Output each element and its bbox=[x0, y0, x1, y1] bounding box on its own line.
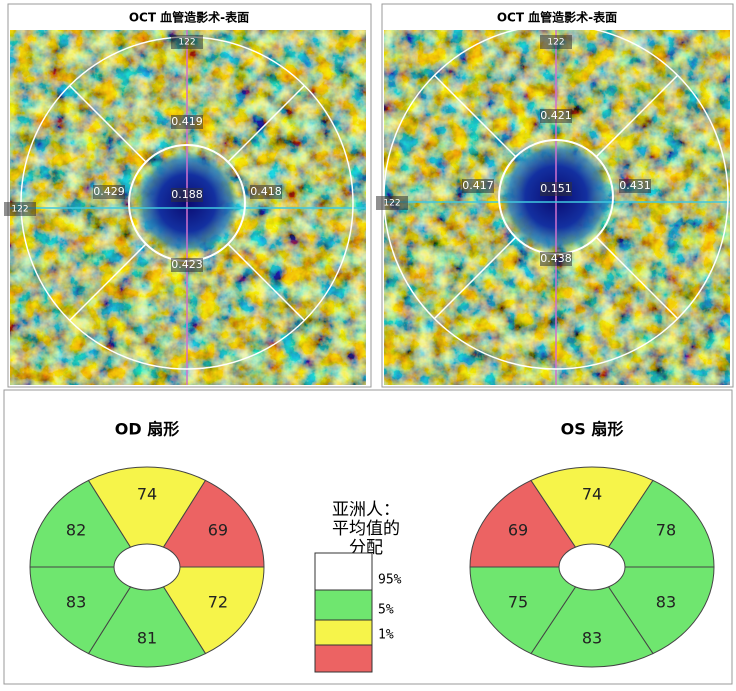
sector bbox=[469, 566, 577, 655]
value-label: 122 bbox=[383, 199, 400, 209]
sector bbox=[29, 479, 132, 568]
sector-line bbox=[595, 236, 679, 320]
value-label: 0.438 bbox=[540, 252, 572, 265]
label-bg bbox=[376, 196, 408, 210]
legend-swatch bbox=[314, 552, 373, 591]
sector-line bbox=[227, 85, 305, 163]
label-bg bbox=[171, 115, 203, 129]
label-bg bbox=[171, 35, 203, 49]
sector-value: 83 bbox=[66, 593, 86, 612]
label-bg bbox=[540, 109, 572, 123]
sector bbox=[469, 479, 577, 568]
value-label: 0.431 bbox=[619, 179, 651, 192]
sector-line bbox=[69, 243, 147, 321]
sector-value: 83 bbox=[582, 629, 602, 648]
sector-value: 78 bbox=[656, 521, 676, 540]
label-bg bbox=[171, 188, 203, 202]
legend-label: 1% bbox=[378, 628, 394, 643]
sector-line bbox=[433, 74, 517, 158]
value-label: 122 bbox=[11, 205, 28, 215]
grid-circle bbox=[384, 30, 729, 370]
sector bbox=[530, 466, 654, 548]
legend-label: 95% bbox=[378, 573, 402, 588]
sector-value: 81 bbox=[137, 629, 157, 648]
legend-swatch bbox=[314, 619, 373, 646]
label-bg bbox=[540, 35, 572, 49]
sector bbox=[530, 586, 654, 668]
sector bbox=[607, 566, 715, 655]
sector bbox=[607, 479, 715, 568]
value-label: 0.421 bbox=[540, 109, 572, 122]
sector-title: OS 扇形 bbox=[561, 420, 624, 439]
sector-value: 82 bbox=[66, 521, 86, 540]
label-bg bbox=[93, 185, 125, 199]
angio-overlay bbox=[384, 30, 730, 385]
label-bg bbox=[171, 258, 203, 272]
panel-title: OCT 血管造影术-表面 bbox=[129, 10, 249, 25]
label-bg bbox=[4, 202, 36, 216]
sector-line bbox=[595, 74, 679, 158]
sector bbox=[29, 566, 132, 655]
value-label: 0.429 bbox=[93, 185, 125, 198]
sector-line bbox=[227, 243, 305, 321]
legend-title: 亚洲人： bbox=[332, 500, 400, 520]
value-label: 122 bbox=[178, 38, 195, 48]
sector bbox=[87, 466, 207, 548]
value-label: 0.151 bbox=[540, 182, 572, 195]
value-label: 0.418 bbox=[250, 185, 282, 198]
sector-value: 75 bbox=[508, 593, 528, 612]
sector-value: 69 bbox=[508, 521, 528, 540]
sector-title: OD 扇形 bbox=[115, 420, 179, 439]
label-bg bbox=[462, 179, 494, 193]
legend-title: 平均值的 bbox=[332, 519, 400, 539]
sector-line bbox=[69, 85, 147, 163]
label-bg bbox=[250, 185, 282, 199]
panel-title: OCT 血管造影术-表面 bbox=[497, 10, 617, 25]
label-bg bbox=[540, 252, 572, 266]
sector-value: 74 bbox=[582, 485, 602, 504]
value-label: 0.417 bbox=[462, 179, 494, 192]
sector-value: 74 bbox=[137, 485, 157, 504]
label-bg bbox=[619, 179, 651, 193]
label-bg bbox=[540, 182, 572, 196]
sector-line bbox=[433, 236, 517, 320]
sector bbox=[87, 586, 207, 668]
value-label: 0.419 bbox=[171, 115, 203, 128]
sector-value: 83 bbox=[656, 593, 676, 612]
sector-value: 72 bbox=[208, 593, 228, 612]
legend-swatch bbox=[314, 589, 373, 621]
value-label: 122 bbox=[547, 38, 564, 48]
value-label: 0.188 bbox=[171, 188, 203, 201]
value-label: 0.423 bbox=[171, 258, 203, 271]
sector bbox=[162, 479, 265, 568]
legend-label: 5% bbox=[378, 603, 394, 618]
sector-value: 69 bbox=[208, 521, 228, 540]
legend-swatch bbox=[314, 644, 373, 673]
sector bbox=[162, 566, 265, 655]
